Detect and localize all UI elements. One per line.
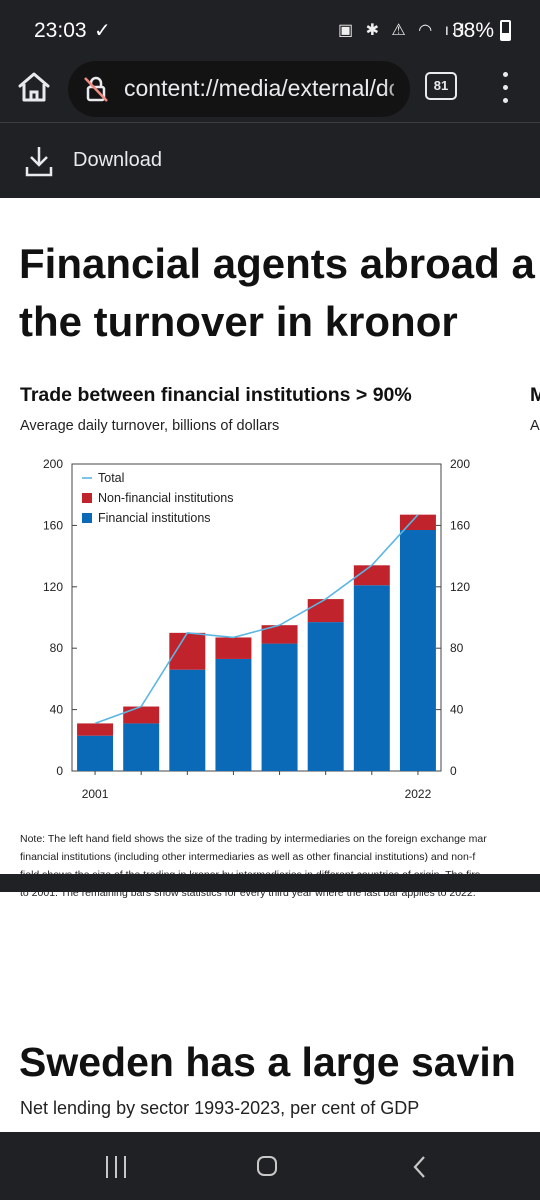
bar-financial — [169, 669, 206, 771]
chart-title: Trade between financial institutions > 9… — [20, 384, 412, 406]
not-secure-icon — [84, 76, 108, 102]
y-tick-label: 0 — [450, 764, 457, 778]
bar-non-financial — [399, 514, 436, 531]
dot-icon — [503, 72, 508, 77]
tab-switcher-button[interactable]: 81 — [425, 72, 457, 100]
y-tick-label: 200 — [450, 457, 470, 471]
legend-label-total: Total — [98, 471, 124, 485]
chart-subtitle: Average daily turnover, billions of doll… — [20, 418, 280, 434]
dot-icon — [503, 98, 508, 103]
back-button[interactable] — [410, 1154, 430, 1180]
bar-financial — [307, 622, 344, 771]
right-chart-subtitle: A — [530, 418, 540, 434]
bar-financial — [399, 530, 436, 771]
document-page: Financial agents abroad a the turnover i… — [0, 198, 540, 1132]
status-time: 23:03 — [34, 19, 87, 42]
bar-non-financial — [77, 723, 114, 736]
y-tick-label: 200 — [43, 457, 63, 471]
y-tick-label: 160 — [450, 518, 470, 532]
home-icon — [18, 72, 50, 102]
page-heading-line-1: Financial agents abroad a — [19, 240, 535, 287]
download-label: Download — [73, 149, 162, 171]
bar-financial — [261, 643, 298, 771]
right-chart-title: M — [530, 384, 540, 406]
bar-non-financial — [169, 632, 206, 670]
status-bar: 23:03 ✓ ▣ ✱ ⚠ ◠ ıll 38% — [0, 0, 540, 56]
download-bar[interactable]: Download — [0, 123, 540, 198]
bar-non-financial — [353, 565, 390, 586]
section-heading: Sweden has a large savin — [19, 1039, 516, 1085]
y-tick-label: 80 — [50, 641, 64, 655]
legend-swatch-non-financial — [82, 493, 92, 503]
bar-non-financial — [123, 706, 160, 724]
recents-icon — [115, 1156, 117, 1178]
y-tick-label: 160 — [43, 518, 63, 532]
note-line: financial institutions (including other … — [20, 851, 476, 863]
url-text: content://media/external/dow — [124, 75, 394, 101]
x-tick-label: 2022 — [405, 787, 432, 801]
check-icon: ✓ — [94, 20, 111, 42]
bar-financial — [215, 658, 252, 771]
recents-icon — [124, 1156, 126, 1178]
bar-non-financial — [215, 637, 252, 659]
browser-toolbar: content://media/external/dow 81 — [0, 56, 540, 123]
bar-non-financial — [307, 599, 344, 623]
home-nav-button[interactable] — [257, 1156, 277, 1176]
battery-icon — [500, 20, 511, 41]
legend-label-non-financial: Non-financial institutions — [98, 491, 234, 505]
y-tick-label: 40 — [50, 703, 64, 717]
bar-financial — [123, 723, 160, 771]
download-icon — [25, 147, 53, 177]
total-line — [94, 514, 419, 725]
page-separator — [0, 874, 540, 892]
more-options-button[interactable] — [495, 68, 515, 108]
y-tick-label: 0 — [56, 764, 63, 778]
stacked-bar-chart: 0 0 40 40 80 80 120 120 160 160 200 200 2001 2022 Tota… — [43, 457, 470, 801]
dot-icon — [503, 85, 508, 90]
y-tick-label: 80 — [450, 641, 464, 655]
recents-button[interactable] — [106, 1156, 128, 1178]
address-bar[interactable]: content://media/external/dow — [68, 61, 410, 117]
x-tick-label: 2001 — [82, 787, 109, 801]
battery-percentage: 38% — [452, 19, 495, 42]
system-navigation-bar — [0, 1132, 540, 1200]
recents-icon — [106, 1156, 108, 1178]
note-line: Note: The left hand field shows the size… — [20, 833, 487, 845]
bar-financial — [77, 735, 114, 771]
bar-financial — [353, 585, 390, 771]
bar-non-financial — [261, 625, 298, 644]
legend-label-financial: Financial institutions — [98, 511, 211, 525]
page-heading-line-2: the turnover in kronor — [19, 298, 458, 345]
system-status-icons: ▣ ✱ ⚠ ◠ ıll — [338, 22, 469, 39]
y-tick-label: 120 — [43, 580, 63, 594]
plot-frame — [71, 463, 442, 772]
home-button[interactable] — [14, 67, 54, 107]
legend-swatch-financial — [82, 513, 92, 523]
section-subheading: Net lending by sector 1993-2023, per cen… — [20, 1098, 420, 1118]
y-tick-label: 40 — [450, 703, 464, 717]
y-tick-label: 120 — [450, 580, 470, 594]
